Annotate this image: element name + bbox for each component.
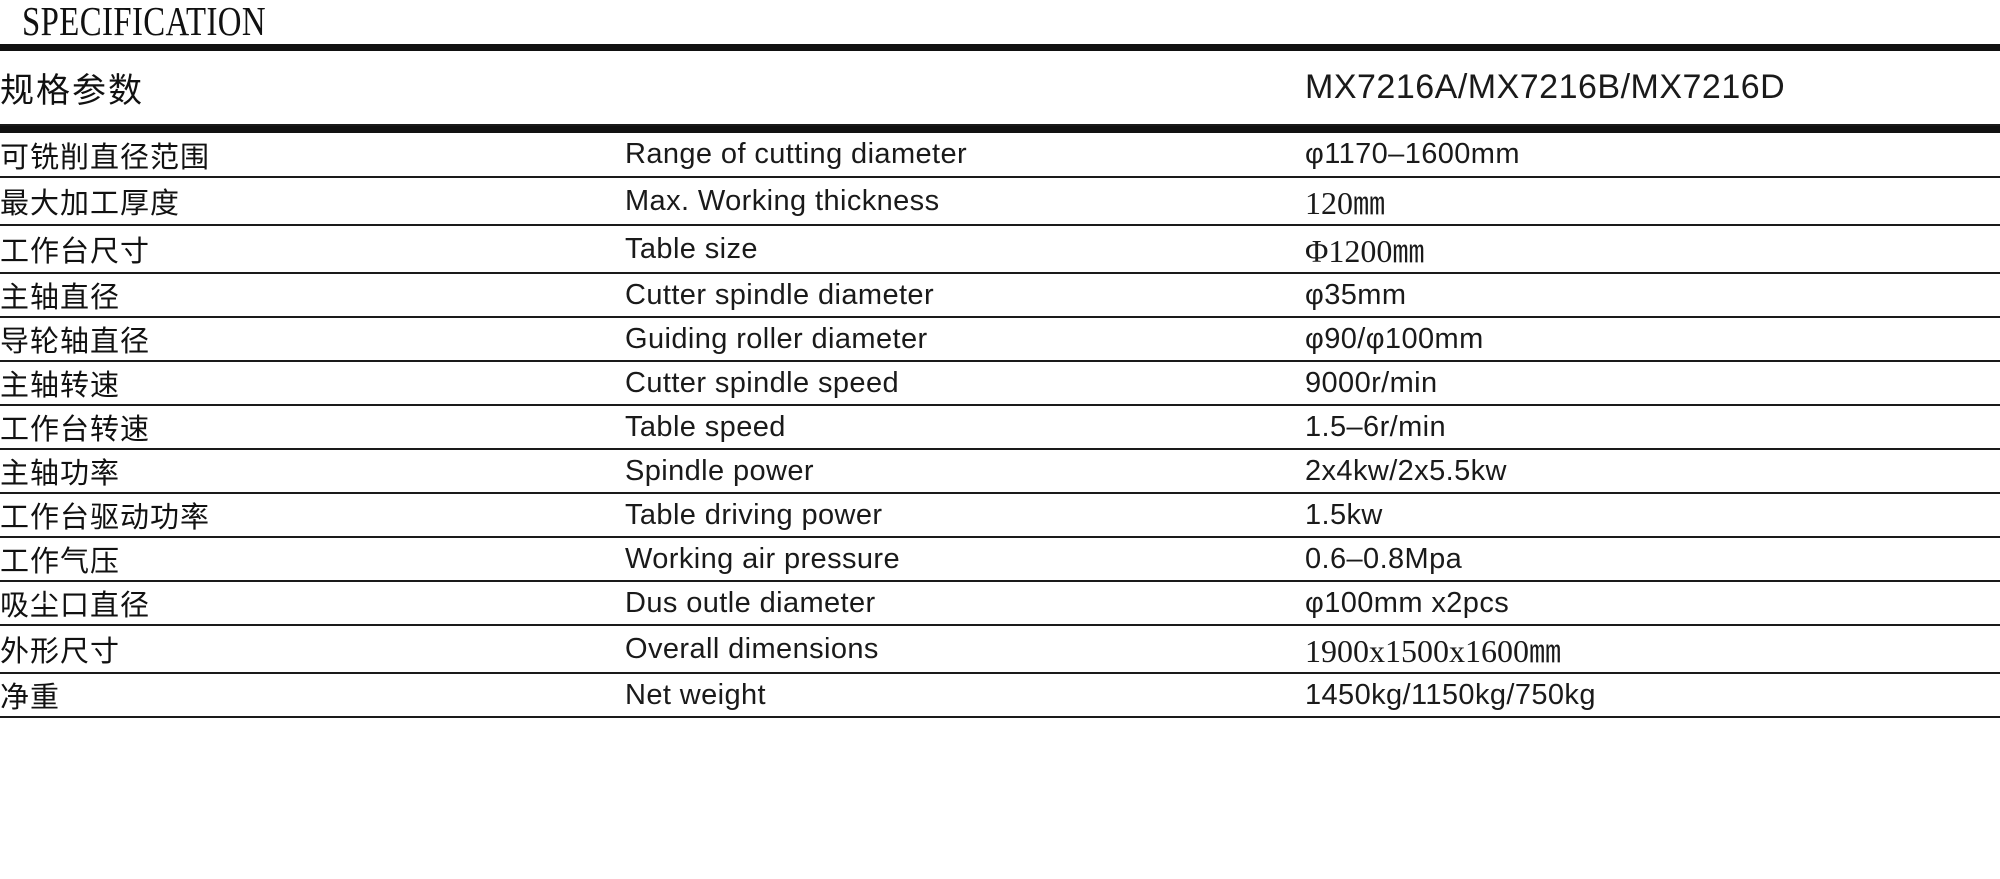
- table-row: 主轴直径 Cutter spindle diameter φ35mm: [0, 273, 2000, 318]
- spec-label-en: Guiding roller diameter: [625, 317, 1305, 362]
- sheet-title-bar: SPECIFICATION: [0, 0, 2000, 44]
- specification-table-body: 规格参数 MX7216A/MX7216B/MX7216D: [0, 51, 2000, 126]
- spec-value: φ100mm x2pcs: [1305, 581, 2000, 626]
- table-row: 工作台转速 Table speed 1.5–6r/min: [0, 405, 2000, 450]
- spec-label-cn: 主轴转速: [0, 361, 625, 406]
- spec-label-cn: 导轮轴直径: [0, 317, 625, 362]
- title-divider-rule: [0, 44, 2000, 51]
- spec-value: 0.6–0.8Mpa: [1305, 537, 2000, 582]
- table-row: 工作台尺寸 Table size Φ1200㎜: [0, 225, 2000, 274]
- spec-label-en: Dus outle diameter: [625, 581, 1305, 626]
- page-title: SPECIFICATION: [22, 0, 266, 44]
- spec-value: 1450kg/1150kg/750kg: [1305, 673, 2000, 718]
- table-row: 主轴功率 Spindle power 2x4kw/2x5.5kw: [0, 449, 2000, 494]
- table-row: 可铣削直径范围 Range of cutting diameter φ1170–16…: [0, 133, 2000, 178]
- spec-label-en: Cutter spindle speed: [625, 361, 1305, 406]
- spec-value: 1.5kw: [1305, 493, 2000, 538]
- spec-label-en: Working air pressure: [625, 537, 1305, 582]
- spec-label-cn: 可铣削直径范围: [0, 133, 625, 178]
- spec-label-cn: 主轴直径: [0, 273, 625, 318]
- spec-label-cn: 工作台转速: [0, 405, 625, 450]
- spec-label-cn: 工作气压: [0, 537, 625, 582]
- header-label-cn: 规格参数: [0, 51, 625, 126]
- spec-value: 120㎜: [1305, 177, 2000, 226]
- spec-value: φ35mm: [1305, 273, 2000, 318]
- table-row: 最大加工厚度 Max. Working thickness 120㎜: [0, 177, 2000, 226]
- spec-label-cn: 外形尺寸: [0, 625, 625, 674]
- spec-label-cn: 工作台驱动功率: [0, 493, 625, 538]
- header-models: MX7216A/MX7216B/MX7216D: [1305, 51, 2000, 126]
- spec-label-en: Range of cutting diameter: [625, 133, 1305, 178]
- header-divider-rule: [0, 126, 2000, 133]
- spec-value: 1900x1500x1600㎜: [1305, 625, 2000, 674]
- table-row: 工作气压 Working air pressure 0.6–0.8Mpa: [0, 537, 2000, 582]
- spec-label-cn: 最大加工厚度: [0, 177, 625, 226]
- spec-label-en: Net weight: [625, 673, 1305, 718]
- spec-value: 9000r/min: [1305, 361, 2000, 406]
- spec-label-cn: 工作台尺寸: [0, 225, 625, 274]
- spec-label-cn: 吸尘口直径: [0, 581, 625, 626]
- table-row: 外形尺寸 Overall dimensions 1900x1500x1600㎜: [0, 625, 2000, 674]
- spec-label-en: Table speed: [625, 405, 1305, 450]
- spec-value: Φ1200㎜: [1305, 225, 2000, 274]
- spec-label-cn: 主轴功率: [0, 449, 625, 494]
- table-row: 主轴转速 Cutter spindle speed 9000r/min: [0, 361, 2000, 406]
- spec-value: φ1170–1600mm: [1305, 133, 2000, 178]
- table-row: 净重 Net weight 1450kg/1150kg/750kg: [0, 673, 2000, 718]
- spec-value: φ90/φ100mm: [1305, 317, 2000, 362]
- table-row: 工作台驱动功率 Table driving power 1.5kw: [0, 493, 2000, 538]
- table-row: 吸尘口直径 Dus outle diameter φ100mm x2pcs: [0, 581, 2000, 626]
- spec-label-en: Spindle power: [625, 449, 1305, 494]
- spec-label-en: Max. Working thickness: [625, 177, 1305, 226]
- specification-rows-body: 可铣削直径范围 Range of cutting diameter φ1170–16…: [0, 133, 2000, 718]
- specification-rows-table: 可铣削直径范围 Range of cutting diameter φ1170–16…: [0, 133, 2000, 718]
- spec-label-en: Overall dimensions: [625, 625, 1305, 674]
- table-header-row: 规格参数 MX7216A/MX7216B/MX7216D: [0, 51, 2000, 126]
- spec-label-en: Cutter spindle diameter: [625, 273, 1305, 318]
- spec-label-en: Table size: [625, 225, 1305, 274]
- spec-label-cn: 净重: [0, 673, 625, 718]
- spec-value: 1.5–6r/min: [1305, 405, 2000, 450]
- spec-label-en: Table driving power: [625, 493, 1305, 538]
- specification-table: 规格参数 MX7216A/MX7216B/MX7216D: [0, 51, 2000, 126]
- table-row: 导轮轴直径 Guiding roller diameter φ90/φ100mm: [0, 317, 2000, 362]
- spec-value: 2x4kw/2x5.5kw: [1305, 449, 2000, 494]
- header-label-en: [625, 51, 1305, 126]
